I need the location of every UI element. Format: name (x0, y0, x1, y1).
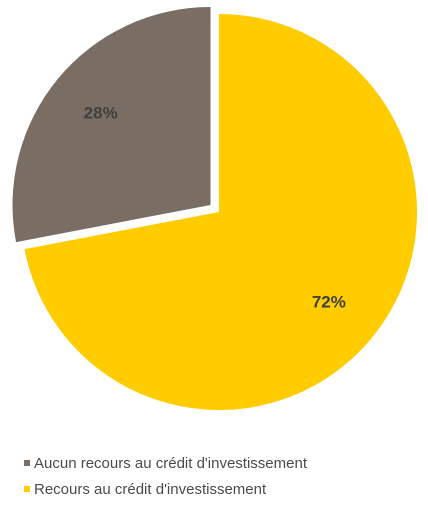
pie-label-no-credit: 28% (84, 104, 118, 123)
pie-label-credit: 72% (312, 292, 346, 311)
pie-slice-no-credit (12, 6, 211, 243)
pie-chart: 28% 72% (12, 6, 418, 411)
legend-swatch-no-credit (24, 460, 30, 466)
chart-legend: Aucun recours au crédit d'investissement… (24, 450, 307, 502)
pie-slice-credit (24, 14, 418, 411)
legend-item-no-credit: Aucun recours au crédit d'investissement (24, 450, 307, 476)
legend-swatch-credit (24, 486, 30, 492)
legend-label-no-credit: Aucun recours au crédit d'investissement (34, 454, 307, 472)
legend-item-credit: Recours au crédit d'investissement (24, 476, 307, 502)
legend-label-credit: Recours au crédit d'investissement (34, 480, 267, 498)
